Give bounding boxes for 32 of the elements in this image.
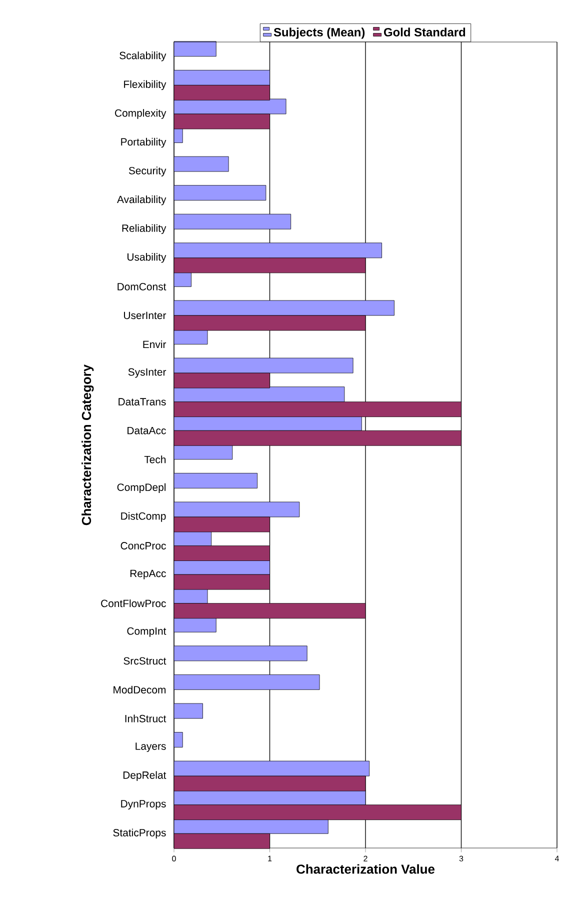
y-tick-label: Availability (117, 195, 166, 206)
y-tick-label: DepRelat (123, 771, 166, 781)
y-tick-label: CompDepl (117, 483, 166, 494)
y-axis-title: Characterization Category (82, 364, 94, 526)
y-tick-label: SysInter (128, 368, 166, 378)
y-tick-label: DataTrans (118, 398, 166, 406)
y-tick-label: ContFlowProc (101, 599, 166, 608)
y-tick-label: CompInt (127, 627, 166, 637)
y-tick-label: RepAcc (130, 570, 166, 580)
y-tick-label: DynProps (121, 800, 166, 810)
y-tick-label: Tech (144, 456, 166, 464)
y-tick-label: Portability (121, 138, 166, 148)
y-tick-label: Layers (136, 742, 166, 752)
y-tick-label: ConcProc (120, 542, 166, 550)
y-tick-label: Reliability (122, 224, 166, 234)
legend-label: Subjects (Mean) (274, 28, 365, 39)
legend-label: Gold Standard (384, 28, 466, 36)
y-tick-label: DistComp (121, 512, 166, 522)
y-tick-label: SrcStruct (124, 657, 166, 665)
y-tick-label: Flexibility (124, 80, 166, 90)
y-tick-label: ModDecom (114, 686, 166, 694)
y-tick-label: Envir (143, 340, 166, 348)
y-tick-label: StaticProps (113, 828, 166, 838)
y-tick-label: Usability (128, 253, 166, 263)
y-tick-label: DomConst (118, 282, 166, 290)
y-tick-label: Security (128, 166, 166, 176)
y-tick-label: InhStruct (125, 714, 166, 722)
y-tick-label: Complexity (115, 109, 166, 119)
y-tick-label: DataAcc (128, 426, 166, 434)
y-tick-label: Scalability (120, 52, 166, 62)
x-axis-title: Characterization Value (296, 864, 435, 874)
y-tick-label: UserInter (124, 312, 166, 320)
